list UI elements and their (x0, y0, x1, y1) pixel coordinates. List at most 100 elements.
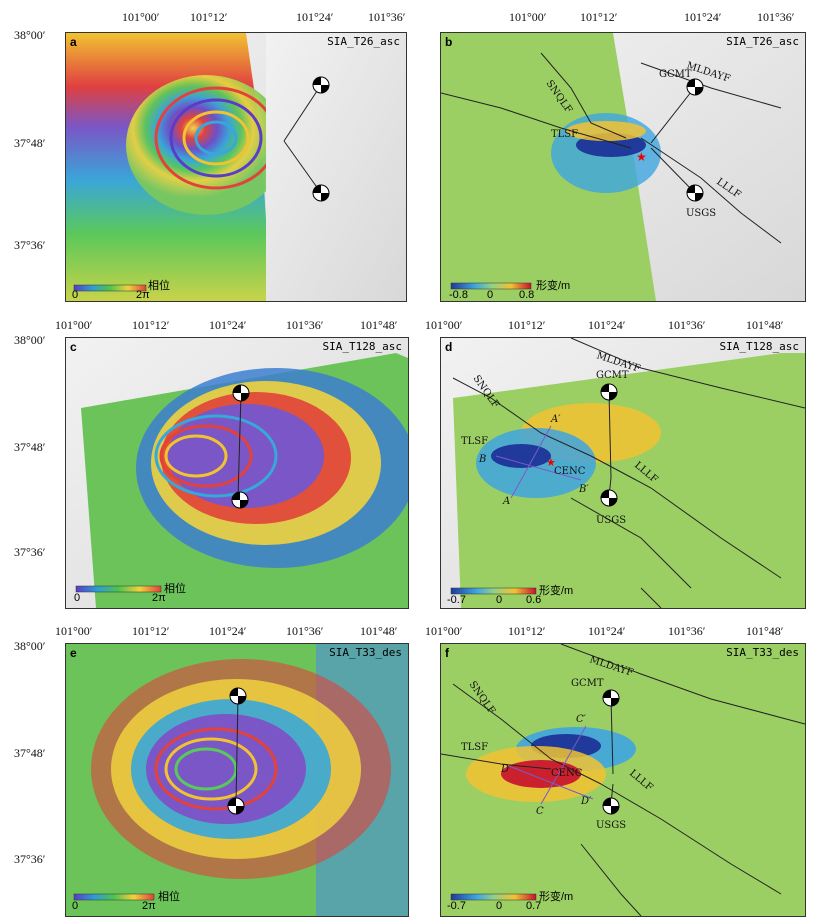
panel-label: c (70, 340, 77, 354)
focal-mechanism-icon (600, 489, 618, 507)
panel-c-interferogram: c SIA_T128_asc 相位 0 2π (65, 337, 409, 609)
tick-lat: 37°36′ (14, 852, 46, 866)
colorbar-max: 2π (142, 900, 156, 912)
colorbar-max: 2π (136, 289, 150, 301)
colorbar-tick: 0 (496, 594, 503, 606)
panel-label: e (70, 646, 77, 660)
tick-lon: 101°48′ (746, 318, 784, 332)
track-label: SIA_T33_des (329, 646, 402, 659)
track-label: SIA_T128_asc (719, 340, 799, 353)
tick-lon: 101°00′ (509, 10, 547, 24)
tick-lon: 101°24′ (684, 10, 722, 24)
fault-label: TLSF (551, 129, 578, 140)
focal-mechanism-icon (229, 687, 247, 705)
focal-mechanism-icon (602, 689, 620, 707)
colorbar-tick: 0 (496, 900, 503, 912)
map-c (66, 338, 408, 608)
tick-lon: 101°36′ (368, 10, 406, 24)
source-label: USGS (686, 208, 716, 219)
profile-label: A′ (550, 414, 561, 425)
source-label: USGS (596, 515, 626, 526)
tick-lon: 101°24′ (588, 624, 626, 638)
map-d: ★ SNQLF MLDAYF GCMT TLSF CENC LLLF USGS … (441, 338, 805, 608)
tick-lon: 101°00′ (425, 318, 463, 332)
epicenter-star-icon: ★ (546, 456, 556, 469)
colorbar-min: 0 (72, 900, 79, 912)
tick-lon: 101°48′ (746, 624, 784, 638)
focal-mechanism-icon (231, 491, 249, 509)
focal-mechanism-icon (686, 78, 704, 96)
map-f: SNQLF MLDAYF GCMT TLSF CENC LLLF USGS C′… (441, 644, 805, 916)
colorbar-max: 2π (152, 592, 166, 604)
source-label: CENC (554, 466, 586, 477)
track-label: SIA_T128_asc (322, 340, 402, 353)
epicenter-star-icon: ★ (636, 150, 647, 164)
colorbar-label: 形变/m (536, 280, 571, 292)
tick-lon: 101°24′ (209, 624, 247, 638)
tick-lon: 101°48′ (360, 624, 398, 638)
map-a (66, 33, 406, 301)
tick-lon: 101°36′ (668, 318, 706, 332)
track-label: SIA_T26_asc (327, 35, 400, 48)
tick-lat: 37°36′ (14, 238, 46, 252)
tick-lon: 101°24′ (209, 318, 247, 332)
tick-lat: 37°48′ (14, 746, 46, 760)
tick-lon: 101°48′ (360, 318, 398, 332)
tick-lat: 37°48′ (14, 136, 46, 150)
panel-f-deformation: SNQLF MLDAYF GCMT TLSF CENC LLLF USGS C′… (440, 643, 806, 917)
tick-lon: 101°12′ (580, 10, 618, 24)
colorbar-tick: 0 (487, 289, 494, 301)
focal-mechanism-icon (600, 383, 618, 401)
source-label: USGS (596, 820, 626, 831)
fault-label: TLSF (461, 742, 488, 753)
deformation-colorbar (450, 587, 537, 595)
colorbar-tick: 0.8 (519, 289, 535, 301)
panel-label: b (445, 35, 453, 49)
focal-mechanism-icon (686, 184, 704, 202)
colorbar-label: 相位 (158, 891, 180, 903)
profile-label: C′ (576, 714, 587, 725)
profile-label: B (478, 454, 486, 465)
track-label: SIA_T26_asc (726, 35, 799, 48)
tick-lon: 101°12′ (508, 624, 546, 638)
colorbar-tick: -0.7 (447, 900, 466, 912)
tick-lat: 38°00′ (14, 333, 46, 347)
colorbar-tick: -0.8 (449, 289, 468, 301)
tick-lat: 38°00′ (14, 28, 46, 42)
profile-label: A (502, 496, 510, 507)
track-label: SIA_T33_des (726, 646, 799, 659)
phase-colorbar (75, 585, 162, 593)
tick-lon: 101°12′ (508, 318, 546, 332)
fault-label: TLSF (461, 436, 488, 447)
profile-label: B′ (578, 484, 589, 495)
deformation-colorbar (450, 893, 537, 901)
tick-lon: 101°12′ (132, 624, 170, 638)
colorbar-min: 0 (72, 289, 79, 301)
focal-mechanism-icon (312, 184, 330, 202)
source-label: GCMT (571, 678, 604, 689)
profile-label: C (536, 806, 544, 817)
colorbar-label: 相位 (164, 583, 186, 595)
colorbar-label: 形变/m (539, 585, 574, 597)
profile-label: D′ (580, 796, 592, 807)
tick-lon: 101°00′ (55, 624, 93, 638)
panel-label: d (445, 340, 453, 354)
tick-lon: 101°36′ (286, 318, 324, 332)
tick-lon: 101°00′ (55, 318, 93, 332)
tick-lon: 101°24′ (588, 318, 626, 332)
colorbar-tick: 0.7 (526, 900, 542, 912)
tick-lon: 101°12′ (132, 318, 170, 332)
panel-e-interferogram: e SIA_T33_des 相位 0 2π (65, 643, 409, 917)
tick-lon: 101°00′ (425, 624, 463, 638)
tick-lon: 101°36′ (286, 624, 324, 638)
profile-label: D (500, 764, 509, 775)
source-label: GCMT (596, 370, 629, 381)
phase-colorbar (73, 284, 147, 292)
focal-mechanism-icon (232, 384, 250, 402)
tick-lon: 101°36′ (668, 624, 706, 638)
phase-colorbar (73, 893, 155, 901)
map-e (66, 644, 408, 916)
source-label: CENC (551, 768, 583, 779)
tick-lon: 101°00′ (122, 10, 160, 24)
tick-lat: 37°36′ (14, 545, 46, 559)
